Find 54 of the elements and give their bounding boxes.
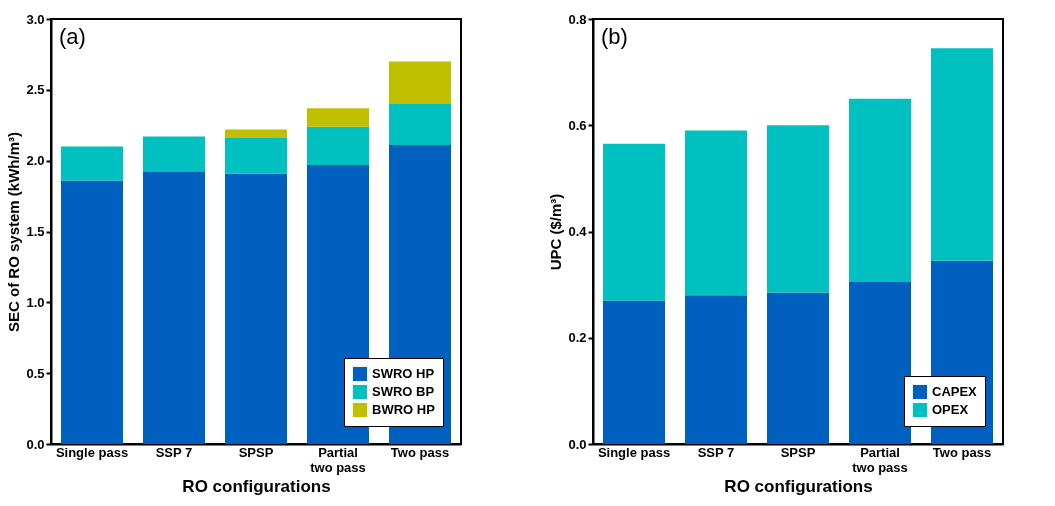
legend-label: OPEX xyxy=(932,402,969,417)
x-tick-label: SSP 7 xyxy=(155,444,193,460)
bar xyxy=(143,136,205,172)
bar xyxy=(389,104,451,146)
bar xyxy=(225,129,287,138)
bar xyxy=(61,180,123,444)
bar xyxy=(389,61,451,104)
y-tick-label: 0.5 xyxy=(26,365,45,381)
legend-label: SWRO HP xyxy=(372,366,435,381)
y-tick-label: 0.0 xyxy=(568,436,587,452)
x-tick-label: Single pass xyxy=(597,444,671,460)
y-tick-label: 2.0 xyxy=(26,153,45,169)
x-tick-label: Two pass xyxy=(390,444,450,460)
bar xyxy=(603,143,665,301)
legend-label: BWRO HP xyxy=(372,402,436,417)
bar xyxy=(225,138,287,174)
bar xyxy=(307,108,369,127)
bar xyxy=(307,126,369,165)
x-tick-label: SPSP xyxy=(780,444,816,460)
y-tick-label: 1.0 xyxy=(26,294,45,310)
y-tick-label: 0.4 xyxy=(568,224,588,239)
x-tick-label: Two pass xyxy=(932,444,992,460)
y-axis-title: UPC ($/m³) xyxy=(547,193,565,271)
y-tick-label: 1.5 xyxy=(26,224,45,239)
bar xyxy=(143,172,205,444)
x-tick-label: SSP 7 xyxy=(697,444,735,460)
x-tick-label: SPSP xyxy=(238,444,274,460)
bar xyxy=(767,125,829,293)
bar xyxy=(685,130,747,296)
bar xyxy=(931,48,993,261)
x-tick-label: Partial two pass xyxy=(852,444,908,475)
annotation: (a) xyxy=(59,24,86,49)
y-tick-label: 0.0 xyxy=(26,436,45,452)
bar xyxy=(603,300,665,444)
bar xyxy=(849,281,911,444)
x-axis-title: RO configurations xyxy=(182,476,331,496)
y-axis-title: SEC of RO system (kWh/m³) xyxy=(5,131,23,333)
legend-label: CAPEX xyxy=(932,384,978,399)
y-tick-label: 0.8 xyxy=(568,11,587,27)
bar xyxy=(307,164,369,444)
y-tick-label: 2.5 xyxy=(26,82,45,98)
bar xyxy=(767,292,829,444)
y-tick-label: 0.6 xyxy=(568,117,587,133)
bar xyxy=(225,173,287,444)
y-tick-label: 3.0 xyxy=(26,11,45,27)
annotation: (b) xyxy=(601,24,628,49)
bar xyxy=(849,98,911,282)
x-tick-label: Single pass xyxy=(55,444,129,460)
x-tick-label: Partial two pass xyxy=(310,444,366,475)
bar xyxy=(685,295,747,444)
legend-label: SWRO BP xyxy=(372,384,435,399)
bar xyxy=(61,146,123,181)
y-tick-label: 0.2 xyxy=(568,330,587,346)
x-axis-title: RO configurations xyxy=(724,476,873,496)
